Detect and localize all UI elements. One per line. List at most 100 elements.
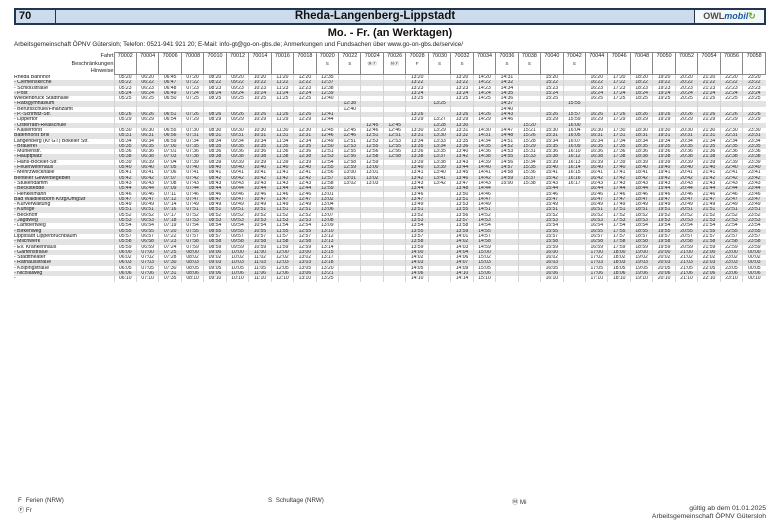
time-cell: 05:47	[113, 196, 137, 203]
trip-restriction-cell	[225, 60, 250, 67]
time-cell: 17:25	[607, 96, 631, 102]
time-cell: 13:46	[450, 175, 474, 181]
time-cell: 13:53	[450, 202, 474, 208]
time-cell: 12:55	[360, 143, 384, 150]
time-cell: 10:00	[225, 249, 249, 256]
time-cell: 13:31	[405, 133, 429, 139]
time-cell: 06:20	[135, 74, 159, 81]
time-cell: 19:30	[652, 127, 676, 134]
time-cell: 23:49	[742, 202, 766, 208]
time-cell: 11:25	[270, 96, 294, 102]
time-cell: 13:06	[315, 207, 339, 213]
time-cell: 09:52	[225, 212, 249, 219]
time-cell: 13:35	[450, 138, 474, 144]
time-cell	[113, 122, 137, 128]
trip-hint-cell	[517, 67, 542, 75]
time-cell: 10:34	[248, 138, 272, 144]
time-cell: 18:59	[629, 244, 653, 250]
time-cell	[382, 255, 406, 261]
time-cell	[495, 202, 519, 208]
trip-column-header: 70048	[629, 52, 654, 60]
time-cell: 07:41	[180, 170, 204, 176]
time-cell	[427, 249, 451, 256]
time-cell	[382, 96, 406, 102]
time-cell	[495, 255, 519, 261]
time-cell: 08:40	[203, 165, 227, 171]
time-cell: 17:29	[607, 117, 631, 123]
time-cell: 06:56	[158, 133, 182, 139]
time-cell: 20:54	[674, 223, 698, 229]
time-cell	[360, 90, 384, 97]
time-cell: 15:29	[540, 117, 564, 123]
time-cell: 13:21	[315, 270, 339, 277]
time-cell	[517, 90, 541, 97]
time-cell: 06:48	[158, 85, 182, 91]
time-cell	[495, 260, 519, 266]
time-cell: 07:43	[180, 180, 204, 187]
time-cell	[517, 244, 541, 250]
time-cell: 13:15	[315, 249, 339, 256]
time-cell: 12:56	[382, 149, 406, 155]
time-cell: 17:41	[607, 170, 631, 176]
time-cell	[540, 122, 564, 128]
time-cell	[113, 101, 137, 107]
time-cell: 12:49	[315, 138, 339, 144]
time-cell: 14:53	[495, 149, 519, 155]
time-cell: 07:46	[180, 191, 204, 197]
stop-row: - Stukendamm 05:43 06:43 07:08 07:43 08:43 09:…	[14, 180, 766, 187]
time-cell: 15:51	[540, 207, 564, 213]
time-cell: 06:54	[135, 223, 159, 229]
time-cell: 16:43	[585, 180, 608, 187]
time-cell: 14:58	[472, 239, 496, 245]
time-cell: 19:26	[652, 112, 676, 118]
time-cell: 09:41	[225, 170, 249, 176]
time-cell	[697, 106, 721, 113]
time-cell: 05:31	[113, 133, 137, 139]
time-cell: 17:26	[607, 112, 631, 118]
time-cell	[293, 106, 317, 113]
time-cell: 22:38	[719, 154, 743, 160]
time-cell: 12:41	[315, 112, 339, 118]
time-cell: 13:01	[315, 191, 339, 197]
time-cell: 13:31	[450, 127, 474, 134]
time-cell: 15:25	[540, 96, 564, 102]
time-cell: 12:51	[382, 133, 406, 139]
time-cell: 06:02	[113, 255, 137, 261]
time-cell: 16:51	[585, 207, 608, 213]
time-cell: 16:07	[562, 138, 586, 144]
time-cell: 10:47	[248, 196, 272, 203]
time-cell: 13:56	[450, 212, 474, 219]
time-cell: 08:29	[203, 117, 227, 123]
time-cell: 06:24	[135, 90, 159, 97]
time-cell: 14:35	[495, 90, 519, 97]
time-cell: 10:40	[248, 165, 272, 171]
time-cell: 17:53	[607, 218, 631, 224]
time-cell: 16:44	[585, 186, 608, 192]
time-cell: 13:05	[293, 265, 317, 271]
time-cell: 12:51	[338, 138, 361, 144]
time-cell	[495, 228, 519, 234]
time-cell: 23:26	[742, 112, 766, 118]
stop-name: Benteler Gewerbegebiet	[14, 175, 70, 181]
time-cell: 19:49	[652, 202, 676, 208]
time-cell: 12:34	[293, 138, 317, 144]
time-cell: 12:53	[293, 218, 317, 224]
time-cell: 13:54	[405, 223, 429, 229]
time-cell: 06:41	[135, 170, 159, 176]
time-cell: 16:00	[562, 122, 586, 128]
time-cell: 16:26	[585, 112, 608, 118]
time-cell: 13:13	[315, 239, 339, 245]
time-cell: 18:42	[629, 175, 653, 181]
time-cell: 13:58	[450, 223, 474, 229]
time-cell	[427, 223, 451, 229]
time-cell: 14:41	[472, 170, 496, 176]
time-cell: 12:58	[360, 154, 384, 160]
time-cell: 10:41	[248, 170, 272, 176]
stop-name: - Birkenweg	[14, 228, 42, 234]
fahrt-corner-label: Fahrt	[100, 53, 114, 60]
time-cell: 21:59	[697, 244, 721, 250]
time-cell: 13:45	[450, 170, 474, 176]
stop-name: - Beckstedde	[14, 186, 45, 192]
time-cell: 21:35	[697, 143, 721, 150]
trip-restriction-cell	[742, 60, 766, 67]
